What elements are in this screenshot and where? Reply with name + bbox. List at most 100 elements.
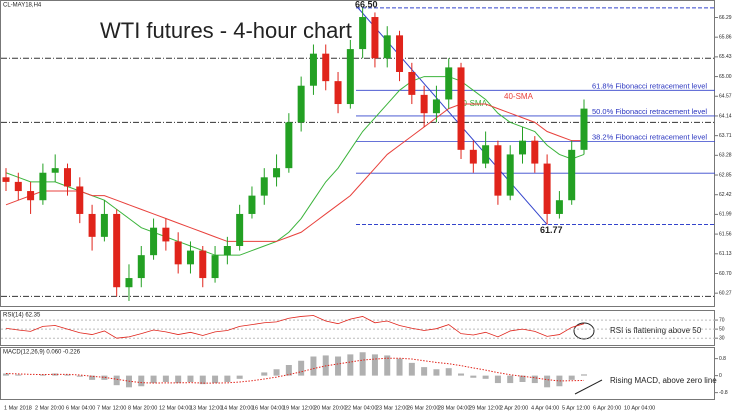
rsi-panel xyxy=(0,310,715,346)
y-tick-label: -0.8 xyxy=(719,390,728,396)
macd-bar xyxy=(519,375,526,382)
candle-body xyxy=(334,81,342,105)
x-tick-label: 20 Mar 20:00 xyxy=(314,405,346,411)
candle-body xyxy=(555,200,563,214)
candle-body xyxy=(88,213,96,237)
macd-bar xyxy=(273,369,280,376)
macd-bar xyxy=(162,375,169,382)
macd-bar xyxy=(64,374,71,376)
macd-bar xyxy=(89,375,96,380)
x-tick-label: 26 Mar 20:00 xyxy=(407,405,439,411)
macd-title: MACD(12,26,9) 0.060 -0.226 xyxy=(3,350,81,356)
macd-bar xyxy=(150,375,157,384)
x-tick-label: 29 Mar 12:00 xyxy=(469,405,501,411)
candle-body xyxy=(285,122,293,169)
macd-bar xyxy=(285,365,292,376)
macd-bar xyxy=(101,375,108,380)
macd-bar xyxy=(568,375,575,380)
x-tick-label: 5 Apr 12:00 xyxy=(562,405,590,411)
macd-bar xyxy=(421,367,428,376)
y-tick-label: 65.00 xyxy=(719,74,732,80)
candle-body xyxy=(383,35,391,59)
x-tick-label: 4 Apr 04:00 xyxy=(531,405,559,411)
macd-bar xyxy=(113,375,120,386)
y-tick-label: 65.86 xyxy=(719,35,732,41)
sma-line xyxy=(5,76,585,256)
candle-body xyxy=(186,250,194,265)
x-tick-label: 1 Mar 2018 xyxy=(4,405,32,411)
candle-body xyxy=(14,181,22,192)
candle-body xyxy=(506,154,514,196)
macd-bar xyxy=(470,375,477,378)
candle-body xyxy=(359,17,367,50)
candle-body xyxy=(51,168,59,173)
macd-bar xyxy=(335,356,342,376)
symbol: CL-MAY18,H4 xyxy=(3,3,42,9)
y-tick-label: 70 xyxy=(719,317,725,323)
macd-bar xyxy=(408,362,415,376)
macd-bar xyxy=(359,352,366,376)
fib-label: 61.8% Fibonacci retracement level xyxy=(592,81,707,90)
x-tick-label: 2 Mar 20:00 xyxy=(35,405,64,411)
x-tick-label: 7 Mar 12:00 xyxy=(97,405,126,411)
macd-panel xyxy=(0,347,715,400)
y-tick-label: 0 xyxy=(719,373,722,379)
macd-arrow xyxy=(574,379,603,395)
candle-body xyxy=(568,149,576,201)
y-tick-label: 61.99 xyxy=(719,212,732,218)
chart-title: WTI futures - 4-hour chart xyxy=(100,18,352,43)
candle-body xyxy=(223,246,231,256)
macd-bar xyxy=(384,355,391,376)
macd-bar xyxy=(236,375,243,379)
macd-bar xyxy=(556,375,563,387)
candle-body xyxy=(432,99,440,114)
candle-body xyxy=(346,49,354,105)
macd-bar xyxy=(76,375,83,377)
candle-body xyxy=(371,17,379,59)
high-label: 66.50 xyxy=(355,0,378,9)
x-tick-label: 8 Mar 20:00 xyxy=(128,405,157,411)
y-tick-label: 62.85 xyxy=(719,172,732,178)
macd-annotation: Rising MACD, above zero line xyxy=(610,376,717,385)
x-tick-label: 22 Mar 04:00 xyxy=(345,405,377,411)
macd-bar xyxy=(371,354,378,376)
candle-body xyxy=(273,168,281,178)
macd-bar xyxy=(433,369,440,376)
y-tick-label: 61.13 xyxy=(719,251,732,257)
macd-bar xyxy=(212,375,219,384)
x-tick-label: 19 Mar 12:00 xyxy=(283,405,315,411)
candle-body xyxy=(482,145,490,164)
macd-bar xyxy=(347,354,354,376)
fib-label: 50.0% Fibonacci retracement level xyxy=(592,107,707,116)
y-tick-label: 62.42 xyxy=(719,192,732,198)
x-tick-label: 10 Apr 04:00 xyxy=(624,405,655,411)
y-tick-label: 0.8 xyxy=(719,356,726,362)
macd-bar xyxy=(458,373,465,376)
rsi-annotation: RSI is flattening above 50 xyxy=(610,326,702,335)
candle-body xyxy=(211,255,219,279)
candle-body xyxy=(150,227,158,256)
x-tick-label: 14 Mar 20:00 xyxy=(221,405,253,411)
y-tick-label: 63.71 xyxy=(719,133,732,139)
candle-body xyxy=(457,67,465,150)
macd-bar xyxy=(15,374,22,376)
x-tick-label: 23 Mar 12:00 xyxy=(376,405,408,411)
macd-bar xyxy=(445,368,452,376)
macd-bar xyxy=(3,373,9,376)
candle-body xyxy=(63,168,71,187)
macd-bar xyxy=(199,375,206,385)
candle-body xyxy=(297,85,305,123)
x-tick-label: 16 Mar 04:00 xyxy=(252,405,284,411)
candle-body xyxy=(309,53,317,86)
macd-bar xyxy=(187,375,194,382)
candle-body xyxy=(2,177,10,182)
rsi-circle xyxy=(573,322,595,340)
x-tick-label: 6 Apr 20:00 xyxy=(593,405,621,411)
macd-bar xyxy=(494,375,501,384)
candle-body xyxy=(248,195,256,214)
macd-bar xyxy=(261,372,268,376)
low-label: 61.77 xyxy=(540,225,563,235)
macd-bar xyxy=(39,374,46,376)
macd-signal xyxy=(5,357,585,384)
candle-body xyxy=(445,67,453,100)
